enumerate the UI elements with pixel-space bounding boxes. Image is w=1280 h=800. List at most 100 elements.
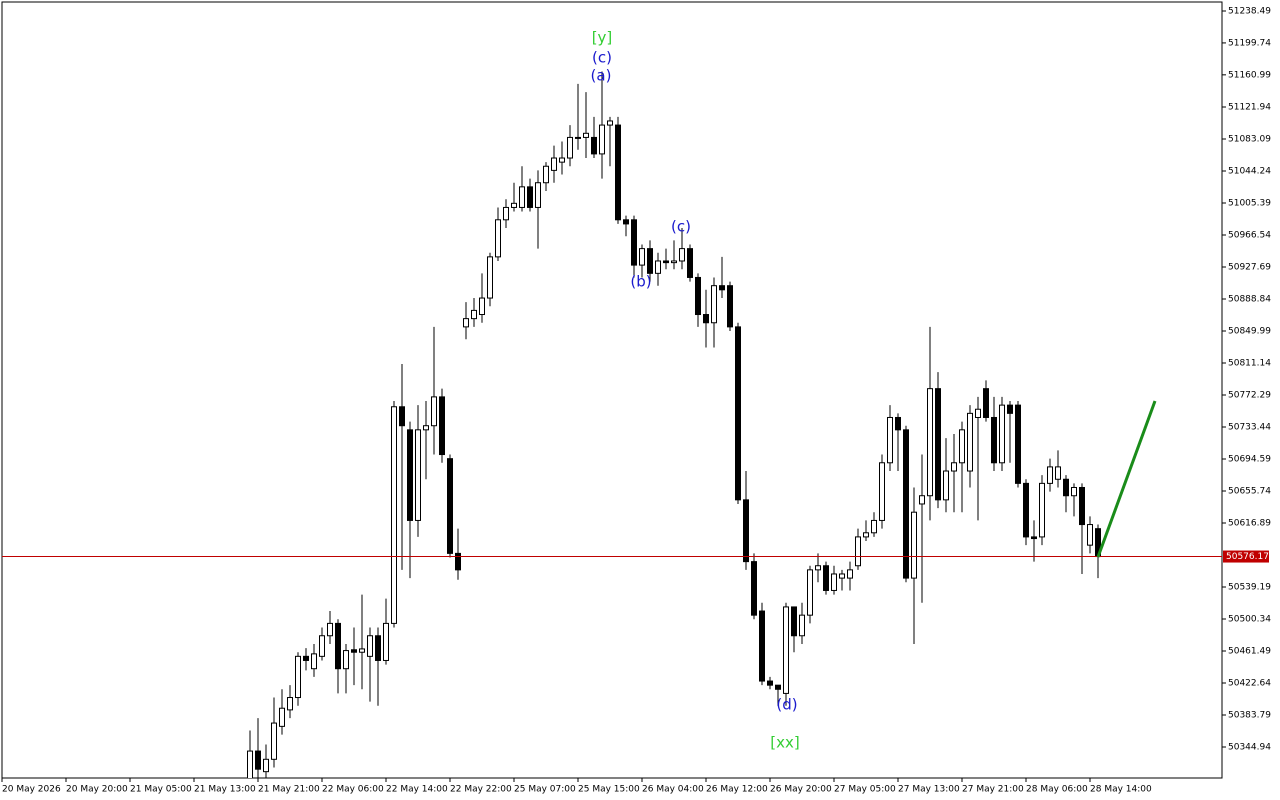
candle-body [999,404,1005,464]
candle-body [463,318,469,328]
y-tick-label: 51238.49 [1228,7,1271,17]
candle-body [911,511,917,579]
candle-body [983,388,989,418]
candle-body [671,260,677,264]
x-tick-label: 21 May 05:00 [130,785,192,795]
candle-body [655,260,661,274]
candle-body [255,750,261,770]
y-tick-label: 51083.09 [1228,135,1271,145]
x-tick-label: 27 May 13:00 [898,785,960,795]
candle-body [807,569,813,616]
candle-body [607,120,613,126]
candle-body [351,649,357,653]
candle-body [735,326,741,501]
wave-label: [y] [592,29,613,47]
y-tick-label: 50344.94 [1228,742,1271,752]
candle-body [367,635,373,657]
candle-body [383,622,389,661]
candle-body [415,429,421,521]
candle-body [591,136,597,155]
candle-body [279,707,285,727]
candle-body [559,157,565,163]
candle-body [799,614,805,637]
x-tick-label: 25 May 15:00 [578,785,640,795]
y-tick-label: 50733.44 [1228,422,1271,432]
y-tick-label: 50500.34 [1228,614,1271,624]
y-tick-label: 50616.89 [1228,518,1271,528]
candle-body [991,416,997,464]
candle-body [455,552,461,571]
candle-body [775,684,781,690]
candle-body [247,750,253,778]
candle-body [287,697,293,711]
candle-body [343,650,349,670]
x-tick-label: 20 May 2026 [2,785,61,795]
y-tick-label: 50772.29 [1228,390,1271,400]
candle-body [751,561,757,616]
y-tick-label: 50422.64 [1228,678,1271,688]
candle-body [727,285,733,328]
candle-body [575,136,581,139]
candle-body [439,396,445,456]
candle-body [647,248,653,274]
x-tick-label: 27 May 21:00 [962,785,1024,795]
last-price-label: 50576.17 [1226,552,1269,562]
candle-body [543,165,549,184]
x-tick-label: 21 May 13:00 [194,785,256,795]
candle-body [431,396,437,427]
candle-body [1039,482,1045,538]
candle-body [759,610,765,682]
candle-body [447,458,453,554]
candle-body [935,388,941,501]
y-tick-label: 50927.69 [1228,263,1271,273]
candle-body [871,519,877,534]
candle-body [823,565,829,591]
candle-body [695,276,701,316]
candle-body [1015,404,1021,484]
candle-body [263,758,269,773]
y-tick-label: 51199.74 [1228,38,1271,48]
x-tick-label: 22 May 06:00 [322,785,384,795]
x-tick-label: 25 May 07:00 [514,785,576,795]
candle-body [391,406,397,624]
last-price-box [1223,550,1269,563]
candle-body [959,429,965,464]
candle-body [1031,536,1037,540]
candle-body [303,655,309,661]
y-tick-label: 50888.84 [1228,295,1271,305]
candle-body [975,408,981,418]
candle-body [407,429,413,521]
candle-body [639,248,645,266]
candle-body [551,157,557,171]
candle-body [631,219,637,266]
candle-body [703,314,709,324]
y-tick-label: 50966.54 [1228,231,1271,241]
x-tick-label: 26 May 20:00 [770,785,832,795]
candle-body [479,297,485,316]
x-tick-label: 22 May 22:00 [450,785,512,795]
candle-body [311,653,317,670]
candle-body [663,260,669,264]
candle-body [679,248,685,262]
candle-body [271,722,277,760]
x-tick-label: 21 May 21:00 [258,785,320,795]
candle-body [783,606,789,694]
candle-body [767,680,773,686]
x-tick-label: 27 May 05:00 [834,785,896,795]
y-tick-label: 50811.14 [1228,358,1271,368]
wave-label: (c) [592,49,612,67]
candle-body [863,532,869,538]
candle-body [855,536,861,567]
x-tick-label: 20 May 20:00 [66,785,128,795]
candle-body [943,470,949,501]
candle-body [815,565,821,571]
candle-body [583,132,589,138]
x-tick-label: 26 May 12:00 [706,785,768,795]
y-tick-label: 51121.94 [1228,103,1271,113]
candle-body [887,416,893,464]
candle-body [1007,404,1013,414]
candle-body [951,462,957,472]
candle-body [711,285,717,324]
y-tick-label: 50655.74 [1228,486,1271,496]
